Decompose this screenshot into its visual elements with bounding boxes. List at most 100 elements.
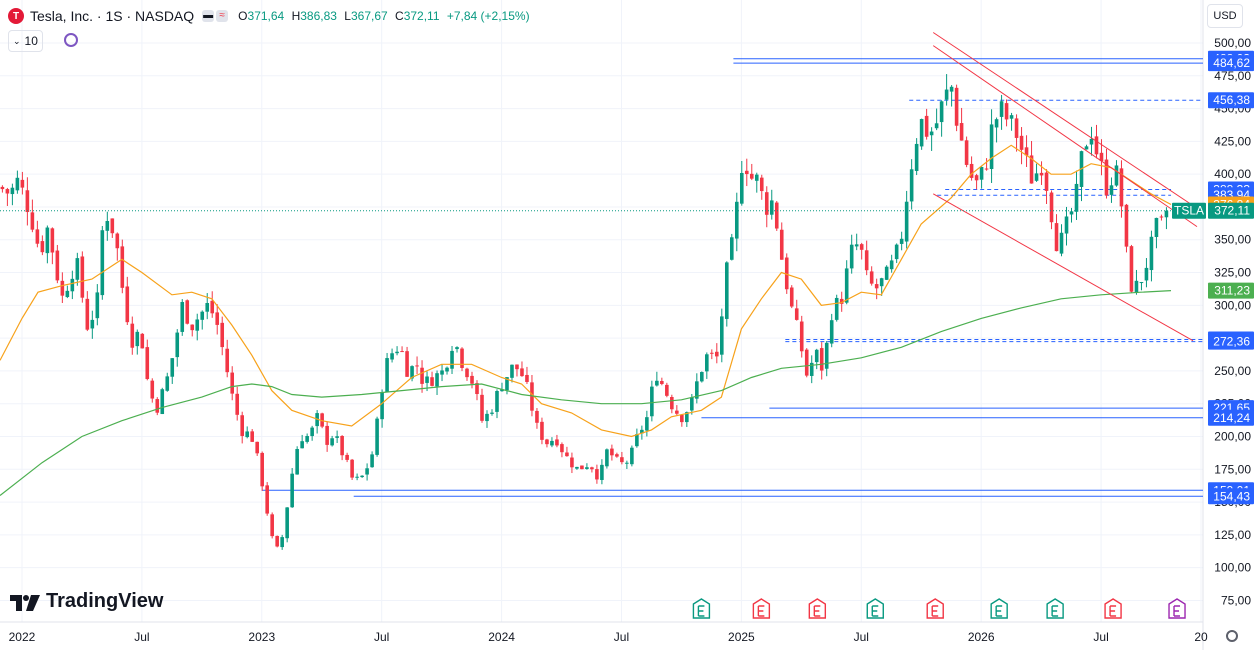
price-tag: 456,38	[1208, 92, 1254, 109]
price-axis[interactable]: 75,00100,00125,00150,00175,00200,00225,0…	[1214, 36, 1251, 607]
candle-body	[365, 468, 369, 475]
candle-body	[1114, 165, 1119, 186]
candle	[1144, 258, 1149, 288]
candle-body	[665, 384, 669, 396]
candle	[1064, 206, 1069, 246]
earnings-marker[interactable]	[692, 598, 711, 619]
candle-body	[949, 86, 954, 92]
candle-body	[30, 212, 35, 230]
candle-body	[1029, 155, 1034, 184]
settings-icon[interactable]	[1226, 630, 1238, 642]
minus-icon[interactable]: ▬	[202, 10, 215, 22]
candle	[520, 361, 524, 377]
candle-body	[764, 192, 769, 215]
candle-body	[1019, 135, 1024, 150]
candle	[739, 160, 744, 206]
earnings-marker[interactable]	[1046, 598, 1064, 619]
candle-body	[255, 441, 259, 454]
candle	[110, 218, 115, 238]
symbol-title[interactable]: Tesla, Inc. · 1S · NASDAQ	[30, 8, 195, 24]
candle-body	[1059, 232, 1064, 254]
candle-body	[430, 377, 434, 386]
candle-body	[310, 427, 314, 437]
candle-body	[854, 244, 859, 247]
time-axis[interactable]: 2022 Jul 2023 Jul 2024 Jul 2025 Jul 2026 Jul 20	[9, 630, 1208, 644]
candle	[994, 117, 999, 143]
candle	[160, 387, 165, 415]
tesla-logo-icon: T	[8, 8, 24, 24]
candle	[415, 356, 419, 375]
candle-body	[969, 163, 974, 178]
tradingview-logo: TradingView	[10, 590, 163, 613]
candle-body	[110, 218, 115, 234]
time-tick-label: Jul	[134, 630, 149, 644]
candle-body	[240, 415, 244, 436]
candle-body	[440, 370, 444, 375]
price-tick-label: 100,00	[1214, 561, 1251, 575]
earnings-marker[interactable]	[866, 598, 884, 619]
candle-body	[600, 464, 604, 480]
candle-body	[799, 321, 804, 352]
candle	[120, 239, 125, 294]
candle	[1114, 160, 1119, 187]
candle	[500, 382, 504, 392]
candle	[380, 389, 384, 428]
candle-body	[1009, 115, 1014, 119]
candle	[265, 482, 269, 516]
wave-icon[interactable]: ≈	[216, 10, 229, 22]
candle	[35, 220, 40, 248]
earnings-marker[interactable]	[808, 598, 827, 619]
candle-body	[130, 323, 135, 348]
candle	[350, 458, 354, 481]
candle	[580, 465, 584, 470]
refresh-icon[interactable]	[64, 33, 78, 47]
candle-body	[979, 166, 984, 180]
candle	[365, 463, 369, 481]
candle-body	[894, 244, 899, 260]
candle	[395, 346, 399, 356]
candle	[680, 414, 684, 427]
candle	[305, 433, 309, 444]
legend-toggle[interactable]: ▬ ≈	[202, 10, 229, 22]
candle	[759, 174, 764, 200]
candle	[774, 200, 779, 231]
earnings-marker[interactable]	[1168, 598, 1186, 619]
candle-body	[510, 364, 514, 378]
candle	[904, 190, 909, 249]
candle-body	[864, 250, 869, 271]
candle	[235, 386, 240, 421]
candle	[345, 452, 349, 463]
candle-body	[700, 372, 704, 382]
candle-body	[515, 364, 519, 370]
candle-body	[210, 300, 215, 314]
candle	[615, 452, 619, 458]
candle	[949, 85, 954, 107]
candle-body	[490, 412, 494, 414]
candle-body	[630, 447, 634, 465]
earnings-marker[interactable]	[752, 598, 771, 619]
candle	[430, 371, 434, 387]
earnings-marker[interactable]	[1104, 598, 1122, 619]
time-tick-label: 2025	[728, 630, 755, 644]
candle	[1019, 127, 1024, 165]
candle	[1084, 144, 1089, 150]
candle	[215, 304, 220, 335]
candle-body	[934, 123, 939, 129]
candle	[630, 445, 634, 467]
horizontal-levels	[261, 58, 1203, 497]
time-tick-label: 2023	[248, 630, 275, 644]
ma-fast-line	[0, 144, 1172, 438]
candle-body	[230, 372, 235, 394]
interval-selector[interactable]: ⌄ 10	[8, 30, 43, 52]
candle	[190, 324, 195, 337]
candle	[255, 441, 259, 456]
candle-body	[420, 367, 424, 384]
candle	[1034, 163, 1039, 182]
currency-selector[interactable]: USD	[1207, 4, 1243, 28]
candle	[50, 227, 55, 265]
candle-body	[615, 454, 619, 457]
candle-body	[305, 436, 309, 442]
earnings-marker[interactable]	[926, 598, 944, 619]
earnings-marker[interactable]	[990, 598, 1008, 619]
